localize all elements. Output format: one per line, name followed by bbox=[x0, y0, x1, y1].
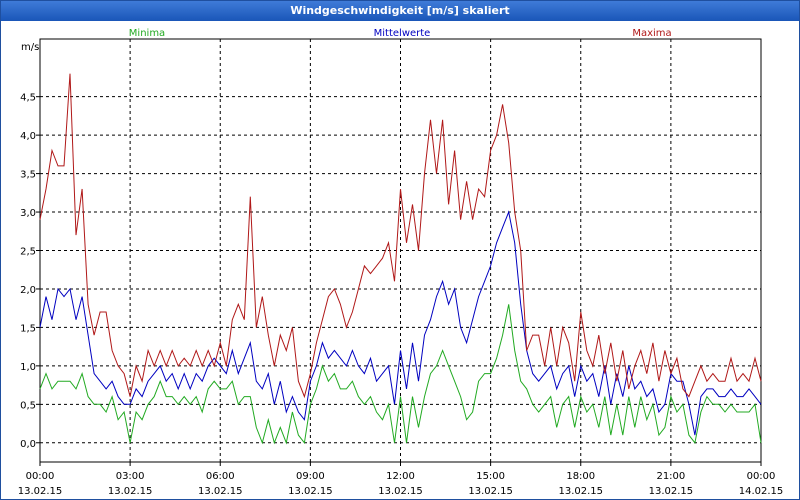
y-tick-label: 2,0 bbox=[20, 285, 36, 296]
series-line-mittelwerte bbox=[39, 210, 762, 436]
y-tick-label: 4,5 bbox=[20, 93, 36, 104]
y-tick-label: 0,0 bbox=[20, 439, 36, 450]
x-tick-date: 14.02.15 bbox=[739, 486, 784, 497]
y-tick-label: 3,5 bbox=[20, 170, 36, 181]
legend-mittelwerte: Mittelwerte bbox=[374, 28, 431, 39]
x-tick-date: 13.02.15 bbox=[198, 486, 243, 497]
y-tick-label: 3,0 bbox=[20, 208, 36, 219]
legend-maxima: Maxima bbox=[632, 28, 671, 39]
x-tick-time: 12:00 bbox=[386, 471, 415, 482]
y-axis-label: m/s bbox=[21, 42, 39, 53]
y-tick-label: 0,5 bbox=[20, 400, 36, 411]
x-tick-date: 13.02.15 bbox=[649, 486, 694, 497]
y-ticks: 0,0 0,5 1,0 1,5 2,0 2,5 3,0 3,5 4,0 4,5 bbox=[20, 93, 40, 450]
window-title: Windgeschwindigkeit [m/s] skaliert bbox=[1, 1, 799, 21]
x-tick-date: 13.02.15 bbox=[288, 486, 333, 497]
series-line-minima bbox=[39, 304, 762, 445]
wind-speed-chart: 0,0 0,5 1,0 1,5 2,0 2,5 3,0 3,5 4,0 4,5 00:00 13.0… bbox=[18, 28, 784, 497]
x-tick-date: 13.02.15 bbox=[468, 486, 513, 497]
x-tick-time: 18:00 bbox=[566, 471, 595, 482]
x-tick-time: 09:00 bbox=[296, 471, 325, 482]
x-tick-date: 13.02.15 bbox=[108, 486, 153, 497]
x-tick-time: 03:00 bbox=[116, 471, 145, 482]
y-tick-label: 4,0 bbox=[20, 131, 36, 142]
x-tick-time: 06:00 bbox=[206, 471, 235, 482]
legend-minima: Minima bbox=[129, 28, 165, 39]
y-tick-label: 2,5 bbox=[20, 247, 36, 258]
y-tick-label: 1,5 bbox=[20, 323, 36, 334]
x-tick-date: 13.02.15 bbox=[378, 486, 423, 497]
x-tick-time: 21:00 bbox=[656, 471, 685, 482]
x-tick-date: 13.02.15 bbox=[558, 486, 603, 497]
x-tick-date: 13.02.15 bbox=[18, 486, 63, 497]
legend: Minima Mittelwerte Maxima bbox=[129, 28, 672, 39]
x-tick-time: 15:00 bbox=[476, 471, 505, 482]
x-tick-time: 00:00 bbox=[26, 471, 55, 482]
series bbox=[39, 73, 762, 445]
x-ticks: 00:00 13.02.15 03:00 13.02.15 06:00 13.02.15 0… bbox=[18, 462, 784, 497]
series-line-maxima bbox=[39, 73, 762, 399]
y-tick-label: 1,0 bbox=[20, 362, 36, 373]
grid bbox=[40, 39, 761, 462]
x-tick-time: 00:00 bbox=[747, 471, 776, 482]
